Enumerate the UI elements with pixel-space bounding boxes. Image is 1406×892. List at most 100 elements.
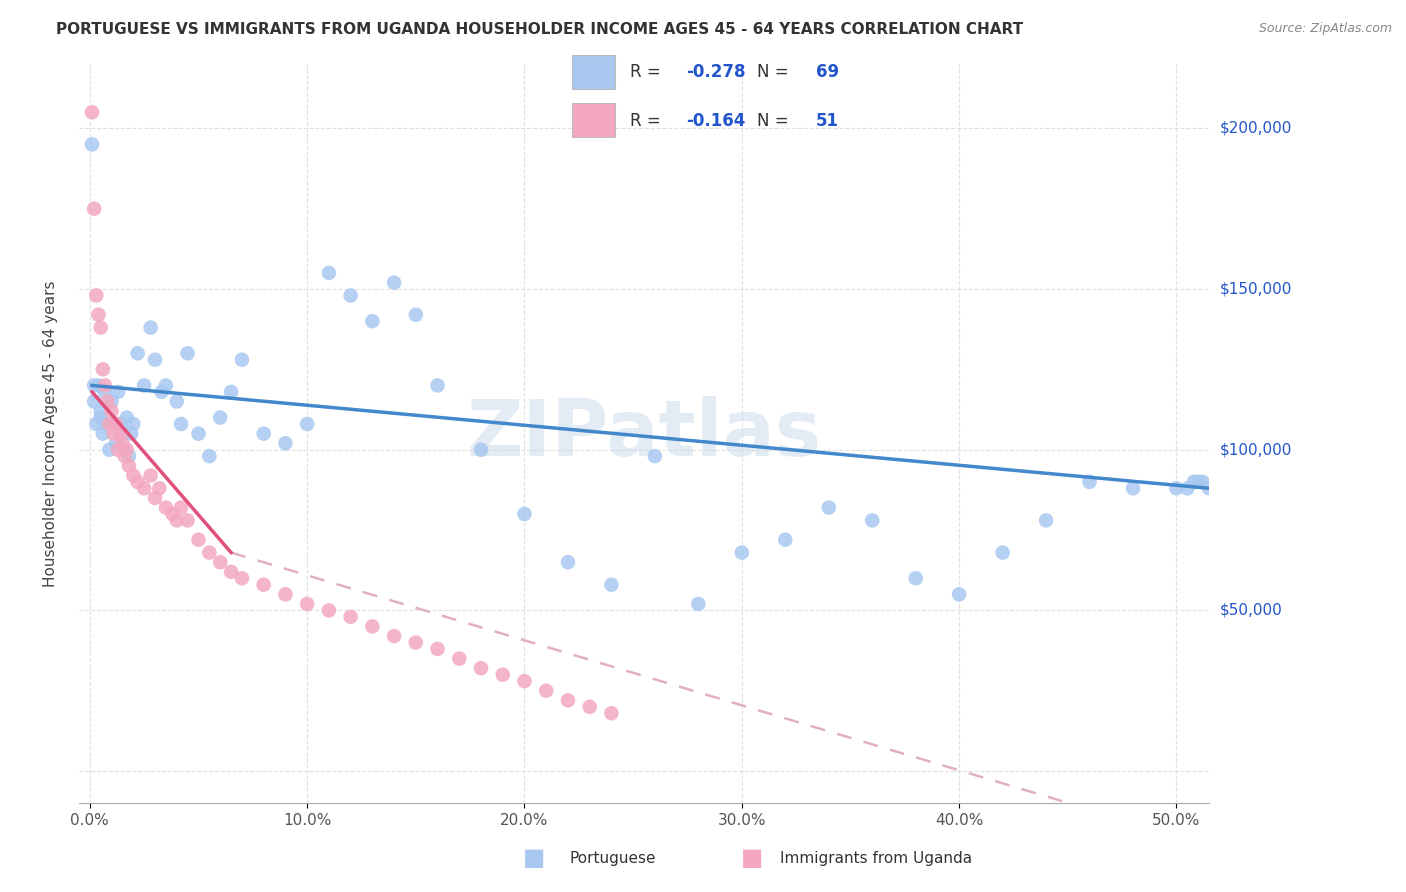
Point (110, 426, 132, 441)
Text: Immigrants from Uganda: Immigrants from Uganda (780, 851, 973, 865)
Text: Source: ZipAtlas.com: Source: ZipAtlas.com (1258, 22, 1392, 36)
Point (91, 362, 114, 376)
Point (176, 513, 198, 527)
Point (104, 436, 127, 450)
Point (1035, 513, 1057, 527)
Point (111, 436, 134, 450)
Text: N =: N = (758, 63, 794, 81)
Point (1122, 481, 1144, 495)
Point (382, 276, 405, 290)
Point (90, 404, 112, 418)
Text: $100,000: $100,000 (1220, 442, 1292, 458)
Point (382, 629, 405, 643)
Point (96, 394, 118, 409)
Point (134, 481, 156, 495)
Point (94, 384, 117, 399)
Point (176, 346, 198, 360)
Point (122, 468, 145, 483)
Point (253, 577, 276, 591)
Text: R =: R = (630, 112, 666, 129)
Point (557, 555, 579, 569)
Point (122, 417, 145, 431)
Point (534, 683, 557, 698)
Point (470, 661, 492, 675)
Point (426, 642, 449, 657)
Point (98, 442, 121, 457)
Text: ■: ■ (523, 847, 546, 870)
Point (115, 442, 138, 457)
Point (731, 545, 754, 559)
Point (111, 426, 134, 441)
Point (107, 442, 129, 457)
Point (600, 577, 623, 591)
Point (578, 699, 600, 714)
Text: R =: R = (630, 63, 666, 81)
Point (155, 500, 177, 515)
Point (150, 384, 173, 399)
Point (187, 426, 209, 441)
Point (94, 378, 117, 392)
Point (339, 610, 361, 624)
Text: N =: N = (758, 112, 794, 129)
Point (492, 667, 515, 681)
Point (114, 449, 136, 463)
Point (209, 410, 232, 425)
Point (274, 436, 297, 450)
Point (166, 394, 188, 409)
Point (86, 417, 108, 431)
Text: $150,000: $150,000 (1220, 282, 1292, 296)
Point (513, 674, 536, 689)
Point (80, 105, 103, 120)
Point (127, 475, 149, 489)
Point (83, 378, 105, 392)
Point (209, 555, 232, 569)
Point (110, 417, 132, 431)
Point (860, 513, 883, 527)
Point (96, 417, 118, 431)
Point (162, 507, 184, 521)
Text: Portuguese: Portuguese (569, 851, 657, 865)
Point (198, 449, 221, 463)
Point (87, 308, 110, 322)
Point (274, 587, 297, 601)
Point (449, 651, 471, 665)
FancyBboxPatch shape (572, 55, 614, 88)
Point (114, 442, 136, 457)
Point (90, 320, 112, 334)
Point (143, 491, 166, 505)
Point (295, 417, 318, 431)
Point (361, 619, 384, 633)
Point (219, 565, 242, 579)
Point (115, 410, 138, 425)
Point (600, 706, 623, 721)
Text: -0.164: -0.164 (686, 112, 745, 129)
Point (134, 378, 156, 392)
Point (100, 404, 122, 418)
Point (991, 545, 1014, 559)
Point (148, 481, 170, 495)
Point (139, 320, 162, 334)
Point (120, 426, 142, 441)
Text: -0.278: -0.278 (686, 63, 745, 81)
Point (100, 394, 122, 409)
Point (155, 378, 177, 392)
Point (118, 449, 141, 463)
Point (187, 533, 209, 547)
Point (83, 202, 105, 216)
Point (86, 288, 108, 302)
Point (170, 417, 193, 431)
Point (104, 417, 127, 431)
Point (98, 417, 121, 431)
Point (688, 597, 710, 611)
Point (96, 417, 118, 431)
Point (557, 693, 579, 707)
Point (318, 266, 340, 280)
Point (166, 513, 188, 527)
Point (219, 384, 242, 399)
Point (231, 571, 253, 585)
Text: $200,000: $200,000 (1220, 120, 1292, 136)
Point (143, 352, 166, 367)
Point (103, 417, 125, 431)
Point (83, 394, 105, 409)
Point (1191, 475, 1213, 489)
